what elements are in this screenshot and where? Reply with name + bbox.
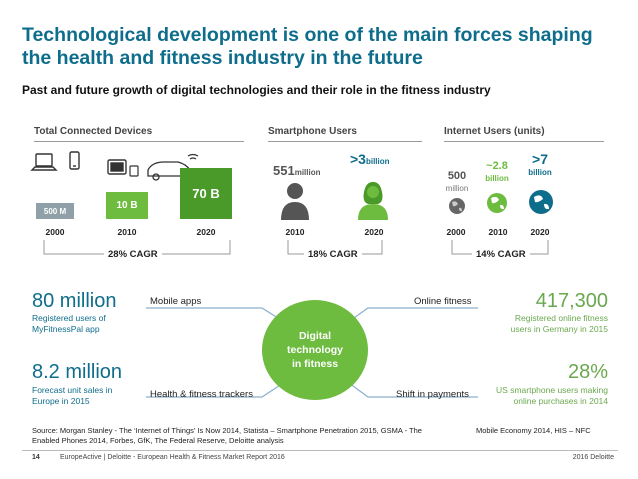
bar-2020: 70 B bbox=[180, 168, 232, 219]
stat-desc-line: Registered users of bbox=[32, 313, 106, 323]
digital-technology-circle: Digital technology in fitness bbox=[262, 300, 368, 400]
stat-mfp-desc: Registered users of MyFitnessPal app bbox=[32, 313, 106, 335]
stat-payments-value: 28% bbox=[567, 361, 608, 383]
section-title-smartphone: Smartphone Users bbox=[268, 126, 357, 137]
stat-desc-line: Forecast unit sales in bbox=[32, 385, 113, 395]
page-number: 14 bbox=[32, 454, 40, 461]
tick-label: 2020 bbox=[530, 227, 550, 237]
value-unit: million bbox=[445, 184, 469, 193]
label-health-trackers: Health & fitness trackers bbox=[150, 389, 253, 400]
stat-desc-line: Registered online fitness bbox=[514, 313, 608, 323]
stat-online-fitness-desc: Registered online fitness users in Germa… bbox=[511, 313, 608, 335]
smartphone-icon bbox=[69, 151, 80, 170]
tick-label: 2010 bbox=[488, 227, 508, 237]
value-unit: billion bbox=[365, 157, 390, 166]
section-divider bbox=[268, 141, 422, 142]
person-icon-gray bbox=[281, 183, 309, 220]
tablet-icon-2 bbox=[129, 165, 139, 177]
globe-icon-gray bbox=[449, 198, 465, 214]
stat-desc-line: US smartphone users making bbox=[496, 385, 608, 395]
stat-desc-line: online purchases in 2014 bbox=[513, 396, 608, 406]
tick-label: 2010 bbox=[285, 227, 305, 237]
cagr-label-smartphone: 18% CAGR bbox=[304, 249, 362, 260]
stat-mfp-value: 80 million bbox=[32, 290, 117, 312]
page-subtitle: Past and future growth of digital techno… bbox=[22, 83, 491, 97]
cagr-label-internet: 14% CAGR bbox=[472, 249, 530, 260]
tick-label: 2000 bbox=[446, 227, 466, 237]
source-note-right: Mobile Economy 2014, HIS – NFC bbox=[476, 426, 591, 435]
center-line: Digital bbox=[298, 330, 332, 342]
value-number: 551 bbox=[273, 163, 295, 178]
stat-payments-desc: US smartphone users making online purcha… bbox=[496, 385, 608, 407]
source-note: Source: Morgan Stanley - The ‘Internet o… bbox=[32, 426, 452, 446]
section-divider bbox=[34, 141, 244, 142]
person-icons bbox=[281, 182, 388, 220]
stat-desc-line: Europe in 2015 bbox=[32, 396, 90, 406]
tick-label: 2020 bbox=[364, 227, 384, 237]
page-title: Technological development is one of the … bbox=[22, 24, 593, 69]
globe-icon-green bbox=[487, 193, 507, 213]
footer-copyright: 2016 Deloitte bbox=[572, 454, 614, 461]
stat-online-fitness-value: 417,300 bbox=[535, 290, 608, 312]
value-number: >7 bbox=[532, 151, 548, 167]
stat-trackers-value: 8.2 million bbox=[32, 361, 123, 383]
value-number: >3 bbox=[350, 151, 366, 167]
footer-text: EuropeActive | Deloitte - European Healt… bbox=[60, 454, 285, 461]
section-title-devices: Total Connected Devices bbox=[34, 126, 153, 137]
laptop-icon bbox=[30, 153, 58, 171]
person-icon-green bbox=[358, 182, 388, 220]
tick-label: 2000 bbox=[45, 227, 65, 237]
value-unit: million bbox=[294, 168, 321, 177]
center-line: in fitness bbox=[291, 358, 339, 370]
cagr-label-devices: 28% CAGR bbox=[104, 249, 162, 260]
section-divider bbox=[444, 141, 604, 142]
label-shift-payments: Shift in payments bbox=[396, 389, 469, 400]
smartphone-value-2010: 551million bbox=[273, 162, 320, 180]
value-number: 500 bbox=[447, 170, 467, 182]
label-mobile-apps: Mobile apps bbox=[150, 296, 202, 307]
globe-icon-blue bbox=[529, 190, 553, 214]
source-line: Source: Morgan Stanley - The ‘Internet o… bbox=[32, 426, 422, 435]
stat-trackers-desc: Forecast unit sales in Europe in 2015 bbox=[32, 385, 112, 407]
stat-desc-line: MyFitnessPal app bbox=[32, 324, 100, 334]
tick-label: 2020 bbox=[196, 227, 216, 237]
center-line: technology bbox=[286, 344, 343, 356]
value-unit: billion bbox=[528, 168, 552, 177]
tick-label: 2010 bbox=[117, 227, 137, 237]
label-online-fitness: Online fitness bbox=[414, 296, 472, 307]
section-title-internet: Internet Users (units) bbox=[444, 126, 545, 137]
smartphone-value-2020: >3billion bbox=[350, 151, 390, 169]
value-number: ~2.8 bbox=[486, 160, 508, 172]
internet-value-2000: 500 million bbox=[436, 170, 478, 194]
footer-divider bbox=[22, 450, 618, 451]
internet-value-2010: ~2.8 billion bbox=[476, 160, 518, 184]
bar-2000: 500 M bbox=[36, 203, 74, 219]
source-line: Enabled Phones 2014, Forbes, GfK, The Fe… bbox=[32, 436, 284, 445]
bar-2010: 10 B bbox=[106, 192, 148, 219]
globe-icons bbox=[449, 190, 553, 214]
tablet-icon bbox=[107, 159, 127, 175]
value-unit: billion bbox=[485, 174, 509, 183]
stat-desc-line: users in Germany in 2015 bbox=[510, 324, 608, 334]
internet-value-2020: >7 billion bbox=[518, 152, 562, 178]
